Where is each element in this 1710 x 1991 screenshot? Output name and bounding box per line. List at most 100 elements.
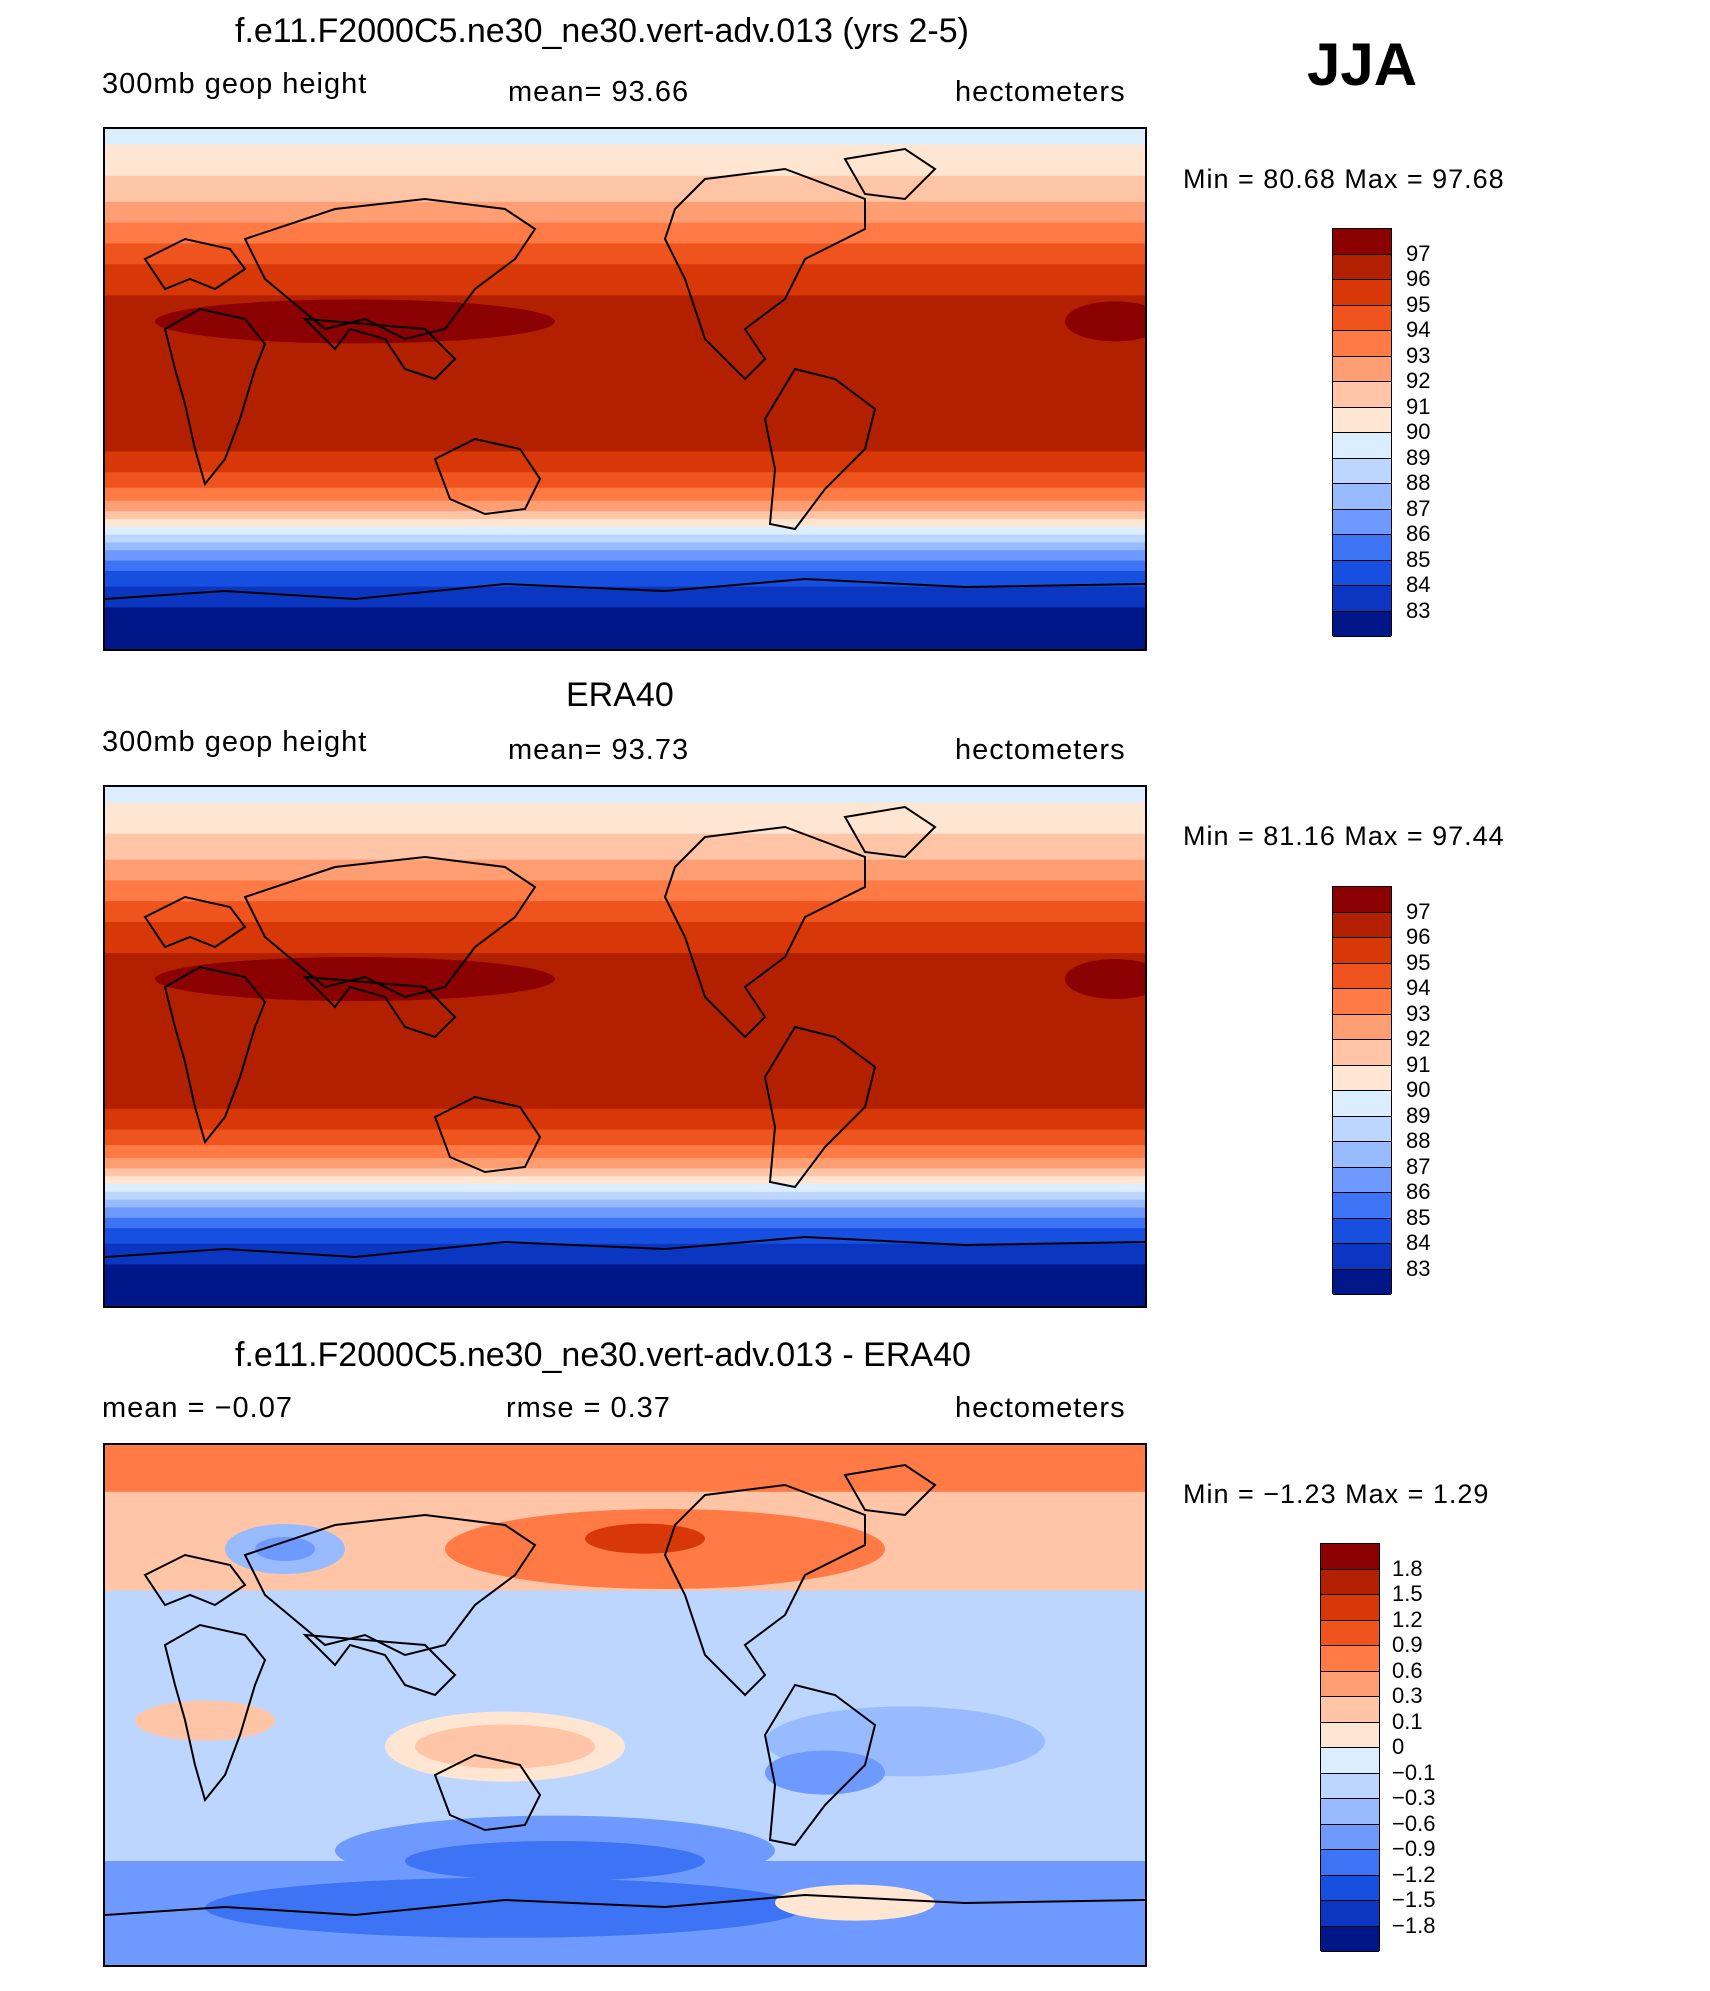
panel-2-title: ERA40 [566,676,674,714]
colorbar-tick-label: 0.9 [1392,1632,1423,1657]
colorbar-tick-label: 83 [1406,597,1431,623]
colorbar-tick-label: 89 [1406,1102,1431,1128]
colorbar-swatch [1333,1065,1391,1091]
panel-2-map [103,785,1147,1308]
colorbar-tick-label: 0.6 [1392,1657,1423,1683]
colorbar-swatch [1321,1875,1379,1901]
colorbar-swatch [1333,1193,1391,1219]
panel-2-variable-label: 300mb geop height [102,726,368,758]
colorbar-swatch [1333,611,1391,637]
panel-1-min-max: Min = 80.68 Max = 97.68 [1183,164,1505,194]
colorbar-tick-label: 91 [1406,393,1431,419]
colorbar-swatch [1321,1544,1379,1570]
colorbar-tick-label: 84 [1406,1230,1431,1255]
colorbar-swatch [1333,484,1391,510]
colorbar-tick-label: 1.2 [1392,1606,1423,1632]
colorbar-swatch [1333,1167,1391,1193]
colorbar-swatch [1321,1926,1379,1952]
colorbar-swatch [1321,1799,1379,1825]
colorbar-tick-label: 87 [1406,495,1431,521]
colorbar-tick-label: 96 [1406,266,1431,291]
colorbar-swatch [1333,229,1391,255]
colorbar-tick-label: 90 [1406,419,1431,444]
colorbar-swatch [1321,1697,1379,1723]
colorbar-tick-label: 92 [1406,1026,1431,1051]
colorbar-tick-label: −1.8 [1392,1912,1436,1938]
colorbar-swatch [1333,356,1391,382]
colorbar-tick-label: 85 [1406,1204,1431,1230]
colorbar-swatch [1333,509,1391,535]
colorbar-tick-label: −0.6 [1392,1810,1436,1836]
panel-3-title: f.e11.F2000C5.ne30_ne30.vert-adv.013 - E… [235,1336,971,1374]
colorbar-swatch [1321,1569,1379,1595]
colorbar-swatch [1333,1218,1391,1244]
colorbar-swatch [1333,1142,1391,1168]
colorbar-tick-label: 93 [1406,1000,1431,1026]
colorbar-tick-label: −0.3 [1392,1785,1436,1810]
colorbar-swatch [1333,586,1391,612]
colorbar-swatch [1333,963,1391,989]
colorbar-swatch [1333,535,1391,561]
colorbar-tick-label: 90 [1406,1077,1431,1102]
colorbar-box [1332,886,1392,1295]
colorbar-tick-label: 86 [1406,1179,1431,1204]
colorbar-swatch [1333,1040,1391,1066]
colorbar-tick-label: 95 [1406,291,1431,317]
colorbar-swatch [1333,1116,1391,1142]
colorbar-swatch [1321,1748,1379,1774]
colorbar-tick-label: 85 [1406,546,1431,572]
colorbar-tick-label: −1.2 [1392,1861,1436,1887]
colorbar-swatch [1321,1595,1379,1621]
colorbar-swatch [1333,887,1391,913]
colorbar-swatch [1333,912,1391,938]
colorbar-box [1320,1543,1380,1952]
coastlines [105,1463,1145,1917]
colorbar-tick-label: 97 [1406,898,1431,924]
colorbar-swatch [1321,1620,1379,1646]
colorbar-tick-label: 94 [1406,975,1431,1000]
colorbar-swatch [1333,407,1391,433]
max-height-zone [1065,301,1145,342]
colorbar-tick-label: 97 [1406,240,1431,266]
colorbar-tick-label: 89 [1406,444,1431,470]
season-label: JJA [1307,31,1418,98]
panel-3-min-max: Min = −1.23 Max = 1.29 [1183,1479,1490,1509]
colorbar-swatch [1321,1646,1379,1672]
colorbar-swatch [1333,331,1391,357]
colorbar-tick-label: 93 [1406,342,1431,368]
colorbar-swatch [1321,1671,1379,1697]
panel-1-variable-label: 300mb geop height [102,68,368,100]
colorbar-tick-label: 1.8 [1392,1555,1423,1581]
colorbar-swatch [1333,254,1391,280]
panel-1-title: f.e11.F2000C5.ne30_ne30.vert-adv.013 (yr… [235,12,969,50]
colorbar-tick-label: 0 [1392,1734,1405,1759]
colorbar-tick-label: 94 [1406,317,1431,342]
colorbar-swatch [1321,1850,1379,1876]
colorbar-swatch [1321,1901,1379,1927]
panel-3-mean: mean = −0.07 [102,1392,293,1424]
colorbar-swatch [1333,938,1391,964]
colorbar-tick-label: 88 [1406,470,1431,495]
panel-2-mean: mean= 93.73 [508,734,690,766]
colorbar-swatch [1333,560,1391,586]
colorbar-tick-label: 84 [1406,572,1431,597]
panel-1-colorbar: 97 96 95 94 93 92 91 90 89 88 87 86 85 84 83 [1332,228,1430,637]
colorbar-swatch [1333,305,1391,331]
colorbar-tick-label: 91 [1406,1051,1431,1077]
panel-2-colorbar: 97 96 95 94 93 92 91 90 89 88 87 86 85 84 83 [1332,886,1430,1295]
colorbar-tick-label: 87 [1406,1153,1431,1179]
colorbar-swatch [1333,1269,1391,1295]
colorbar-tick-label: −1.5 [1392,1887,1436,1912]
colorbar-swatch [1321,1722,1379,1748]
colorbar-tick-label: 88 [1406,1128,1431,1153]
colorbar-swatch [1333,1014,1391,1040]
panel-3-units: hectometers [955,1392,1126,1424]
colorbar-swatch [1321,1824,1379,1850]
panel-2-units: hectometers [955,734,1126,766]
panel-1-mean: mean= 93.66 [508,76,690,108]
colorbar-tick-label: 0.1 [1392,1708,1423,1734]
colorbar-swatch [1333,1244,1391,1270]
colorbar-swatch [1333,989,1391,1015]
panel-3-map [103,1443,1147,1967]
panel-2-min-max: Min = 81.16 Max = 97.44 [1183,821,1505,851]
